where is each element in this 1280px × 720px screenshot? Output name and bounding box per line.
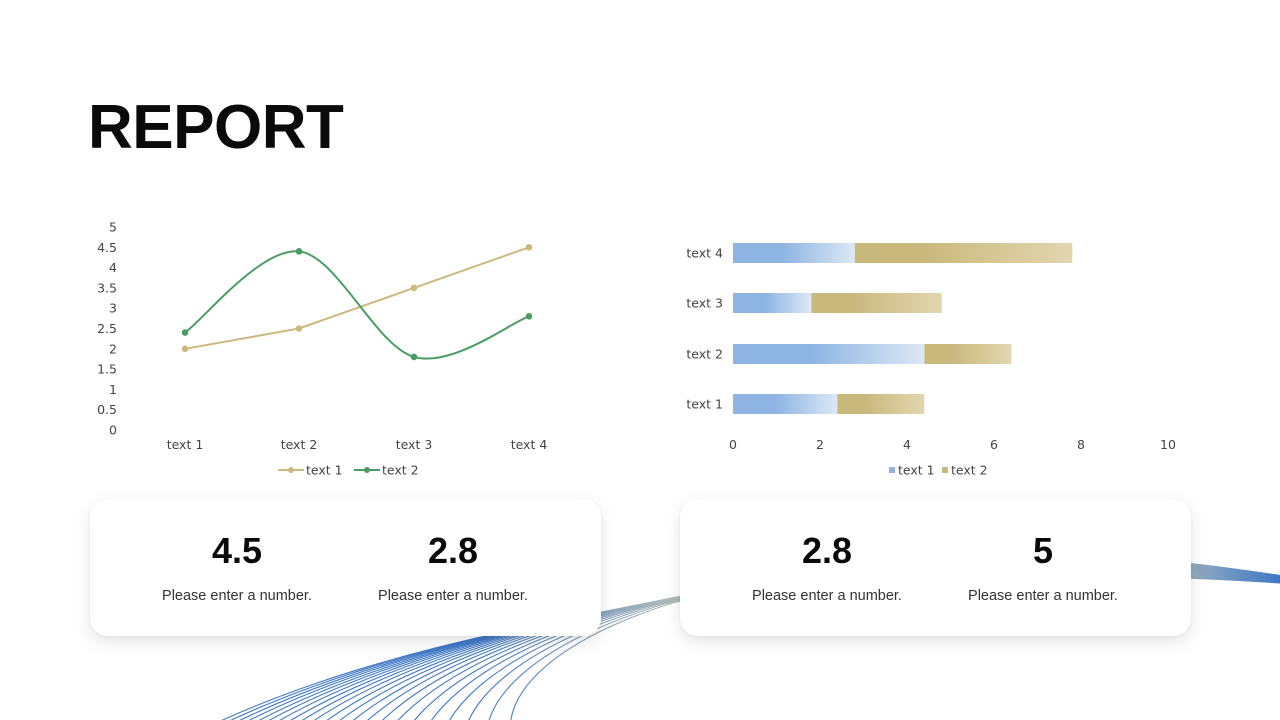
y-tick-label: 4 — [109, 260, 117, 275]
x-tick-label: 4 — [903, 437, 911, 452]
x-tick-label: 10 — [1160, 437, 1176, 452]
stat-value: 5 — [1032, 530, 1054, 571]
data-point-marker — [295, 325, 303, 332]
stat-value: 2.8 — [427, 530, 479, 571]
line-series — [184, 250, 530, 360]
bar-segment — [854, 243, 1073, 263]
y-tick-label: 3 — [109, 301, 117, 316]
stat-card-left: 4.5 Please enter a number. 2.8 Please en… — [90, 499, 601, 636]
bar-segment — [733, 243, 855, 263]
stat-label: Please enter a number. — [378, 588, 528, 604]
y-tick-label: 1 — [109, 382, 117, 397]
line-chart: 0 0.5 1 1.5 2 2.5 3 3.5 4 4.5 5 text 1 text 2 text 3 t… — [90, 210, 580, 490]
page-title: REPORT — [88, 93, 344, 162]
data-point-marker — [410, 284, 418, 292]
data-point-marker — [181, 329, 189, 336]
line-series — [184, 246, 530, 350]
stat-item: 4.5 Please enter a number. — [129, 499, 345, 605]
data-point-marker — [295, 248, 303, 255]
bar-segment — [733, 394, 838, 414]
x-tick-label: text 4 — [511, 437, 548, 452]
bar-segment — [733, 344, 925, 364]
stat-label: Please enter a number. — [752, 588, 902, 604]
stat-value: 2.8 — [801, 530, 853, 571]
legend-swatch-icon — [889, 467, 895, 473]
bar-segment — [837, 394, 925, 414]
y-category-label: text 2 — [686, 347, 723, 362]
x-tick-label: 0 — [729, 437, 737, 452]
stat-item: 2.8 Please enter a number. — [345, 499, 561, 605]
y-category-label: text 1 — [686, 397, 723, 412]
x-tick-label: 8 — [1077, 437, 1085, 452]
bar-chart: text 1 text 2 text 3 text 4 0 2 4 6 8 10 text 1 tex… — [670, 225, 1200, 490]
x-tick-label: 2 — [816, 437, 824, 452]
y-tick-label: 1.5 — [97, 362, 117, 377]
legend-label: text 2 — [382, 463, 419, 478]
x-tick-label: text 3 — [396, 437, 433, 452]
stat-item: 5 Please enter a number. — [935, 499, 1151, 605]
data-point-marker — [525, 244, 533, 251]
legend-label: text 2 — [951, 463, 988, 478]
y-category-label: text 3 — [686, 296, 723, 311]
y-tick-label: 2.5 — [97, 321, 117, 336]
legend-label: text 1 — [898, 463, 935, 478]
bar-segment — [733, 293, 812, 313]
x-tick-label: 6 — [990, 437, 998, 452]
legend-marker-icon — [364, 467, 370, 473]
y-tick-label: 2 — [109, 341, 117, 356]
stat-label: Please enter a number. — [162, 588, 312, 604]
y-tick-label: 5 — [109, 220, 117, 235]
stat-label: Please enter a number. — [968, 588, 1118, 604]
y-tick-label: 3.5 — [97, 280, 117, 295]
data-point-marker — [525, 313, 533, 320]
data-point-marker — [410, 353, 418, 361]
stat-value: 4.5 — [211, 530, 263, 571]
legend-label: text 1 — [306, 463, 343, 478]
bar-segment — [811, 293, 942, 313]
y-tick-label: 4.5 — [97, 240, 117, 255]
stat-card-right: 2.8 Please enter a number. 5 Please ente… — [680, 499, 1191, 636]
x-tick-label: text 2 — [281, 437, 318, 452]
legend-swatch-icon — [942, 467, 948, 473]
legend-marker-icon — [288, 467, 294, 473]
y-tick-label: 0 — [109, 423, 117, 438]
bar-segment — [924, 344, 1012, 364]
x-tick-label: text 1 — [167, 437, 204, 452]
y-category-label: text 4 — [686, 246, 723, 261]
stat-item: 2.8 Please enter a number. — [719, 499, 935, 605]
y-tick-label: 0.5 — [97, 402, 117, 417]
data-point-marker — [181, 345, 189, 353]
